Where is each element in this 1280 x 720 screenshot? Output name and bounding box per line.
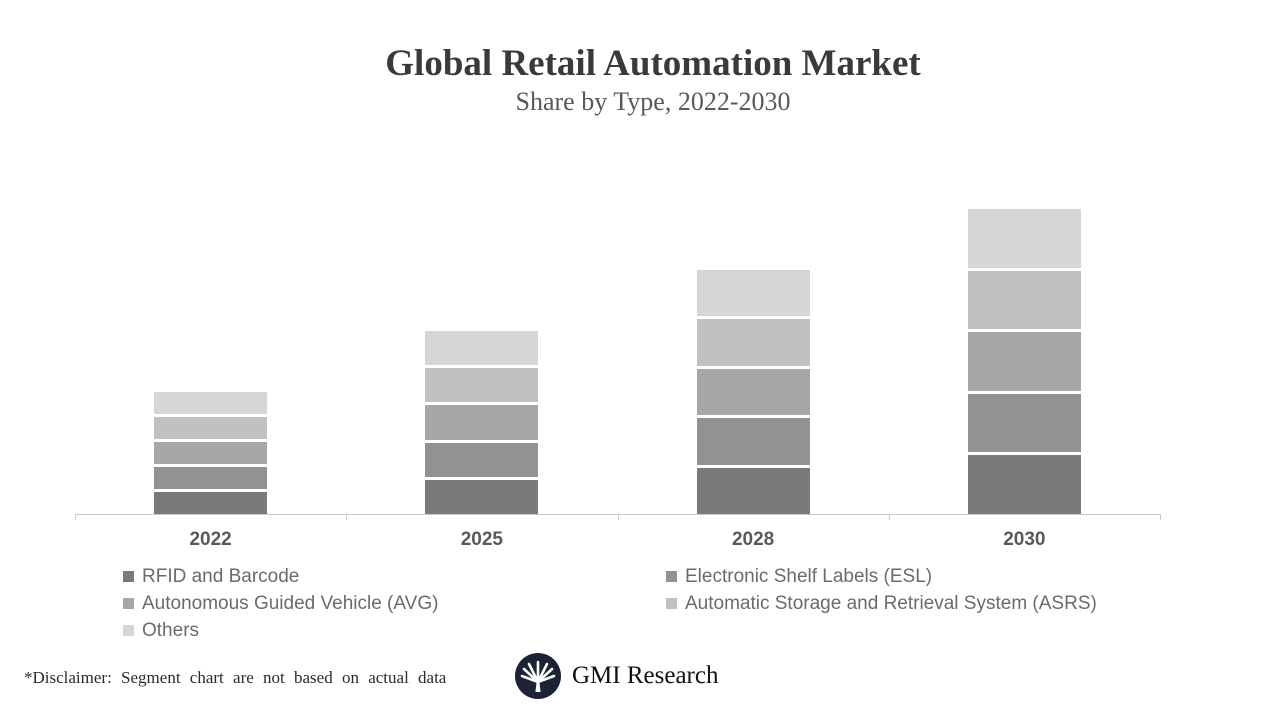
bar-segment [154,417,268,439]
x-axis-label-2022: 2022 [189,529,232,550]
bar-segment [425,331,539,366]
bar-segment [967,393,1081,453]
bar-segment [154,467,268,489]
bar-segment [425,405,539,440]
legend-swatch [666,571,677,582]
x-axis-tick [888,514,890,520]
x-axis-tick [75,514,76,520]
chart-header: Global Retail Automation Market Share by… [13,43,1280,117]
legend-item: Others [123,617,438,644]
bar-segment [967,332,1081,391]
x-axis-tick [617,514,619,520]
bar-segment [425,479,539,514]
palm-fan-icon [515,653,561,699]
stacked-bar-2025 [425,331,539,514]
x-axis-label-2025: 2025 [460,529,504,550]
legend-column-right: Electronic Shelf Labels (ESL) Automatic S… [666,563,1097,617]
legend-item: Automatic Storage and Retrieval System (… [666,590,1097,617]
disclaimer-text: *Disclaimer: Segment chart are not based… [24,668,447,687]
stacked-bar-2030 [967,209,1081,514]
chart-subtitle: Share by Type, 2022-2030 [515,86,791,116]
x-axis-tick [1160,514,1161,520]
bar-segment [696,418,810,465]
legend-label: RFID and Barcode [142,565,300,587]
bar-segment [967,455,1081,514]
bar-segment [696,368,810,416]
bar-segment [425,368,539,403]
bar-segment [154,492,268,514]
legend-label: Others [142,619,200,641]
stacked-bar-2028 [696,270,810,514]
legend-label: Automatic Storage and Retrieval System (… [685,592,1097,614]
stacked-bar-2022 [154,392,268,514]
bar-segment [967,209,1081,268]
legend-swatch [123,625,134,636]
bar-segment [696,270,810,317]
bar-segment [154,392,268,414]
bar-segment [696,467,810,514]
x-axis-tick [346,514,348,520]
bar-segment [696,319,810,366]
legend-swatch [123,598,134,609]
legend-swatch [666,598,677,609]
x-axis-label-2030: 2030 [1003,529,1046,550]
brand-name: GMI Research [572,662,719,689]
x-axis-label-2028: 2028 [731,529,775,550]
bar-segment [425,442,539,477]
legend-label: Electronic Shelf Labels (ESL) [685,565,933,587]
chart-title: Global Retail Automation Market [385,43,921,84]
bar-segment [967,270,1081,330]
legend-label: Autonomous Guided Vehicle (AVG) [142,592,439,614]
bar-segment [154,442,268,464]
legend-item: Electronic Shelf Labels (ESL) [666,563,1097,590]
legend-item: RFID and Barcode [123,563,438,590]
legend-item: Autonomous Guided Vehicle (AVG) [123,590,438,617]
legend-column-left: RFID and Barcode Autonomous Guided Vehicl… [123,563,438,644]
legend-swatch [123,571,134,582]
brand-logo: GMI Research [514,652,718,700]
